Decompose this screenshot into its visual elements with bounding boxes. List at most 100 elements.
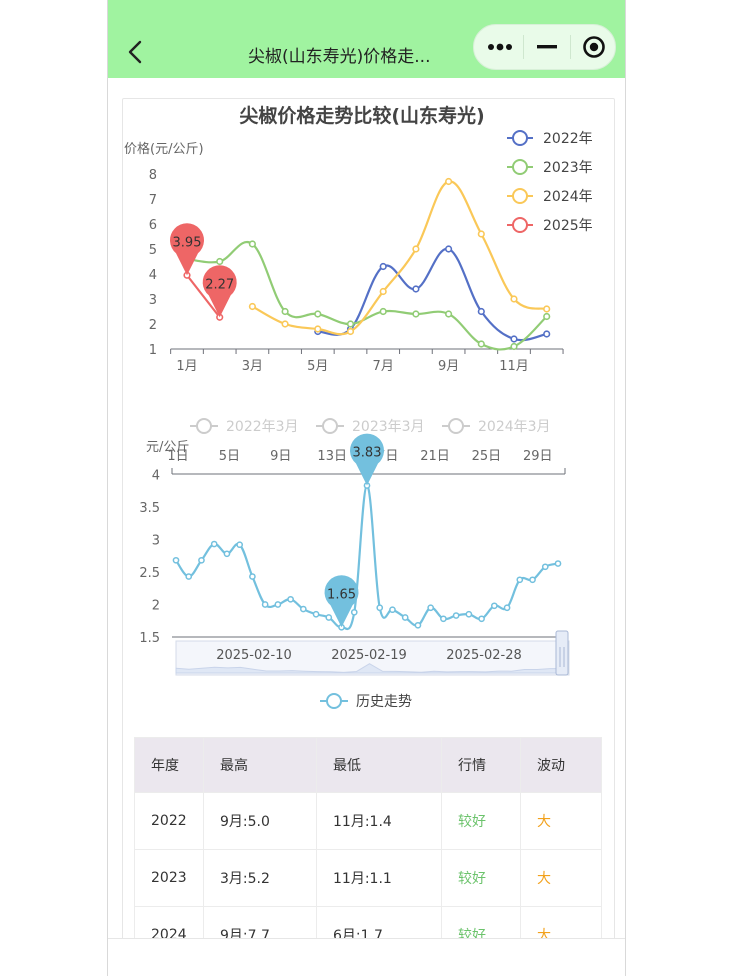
data-point — [543, 312, 551, 321]
x-tick-label: 9日 — [270, 449, 291, 464]
legend-item-disabled[interactable]: 2024年3月 — [442, 418, 551, 435]
x-tick-label: 25日 — [472, 449, 502, 464]
data-point — [314, 325, 322, 333]
data-point — [503, 604, 511, 612]
data-point — [223, 550, 231, 558]
data-point — [236, 541, 244, 549]
history-pin: 1.65 — [324, 575, 359, 628]
data-point — [445, 177, 453, 186]
x-tick-label: 1月 — [176, 359, 197, 374]
legend-label: 2022年3月 — [226, 419, 299, 435]
bottom-bar — [108, 938, 625, 976]
data-point — [172, 556, 180, 564]
legend-label: 2024年3月 — [478, 419, 551, 435]
data-point — [452, 612, 460, 619]
zoom-handle[interactable] — [555, 630, 569, 676]
legend-item-disabled[interactable]: 2022年3月 — [190, 418, 299, 435]
y-tick-label: 7 — [149, 193, 157, 208]
data-point — [312, 610, 320, 618]
data-point — [445, 245, 453, 253]
legend-item[interactable]: 2025年 — [507, 217, 593, 234]
data-point — [379, 262, 387, 271]
data-point — [248, 240, 256, 248]
y-tick-label: 2 — [152, 599, 160, 614]
data-point — [543, 305, 551, 313]
price-pin: 2.27 — [202, 265, 237, 318]
legend-label: 2022年 — [543, 131, 593, 147]
zoom-preview — [175, 663, 564, 674]
data-point — [412, 285, 420, 293]
cell-year: 2022 — [135, 793, 204, 849]
data-point — [350, 608, 358, 616]
data-point — [465, 610, 473, 618]
data-point — [543, 330, 551, 338]
x-tick-label: 7月 — [373, 359, 394, 374]
legend-item[interactable]: 2022年 — [507, 130, 593, 147]
data-point — [210, 540, 218, 548]
y-tick-label: 1 — [149, 343, 157, 358]
x-tick-label: 5月 — [307, 359, 328, 374]
data-point — [510, 295, 518, 303]
data-point — [477, 340, 485, 348]
data-point — [249, 573, 256, 580]
data-point — [325, 614, 333, 621]
phone-frame: 尖椒(山东寿光)价格走... 尖椒价格走势比较(山东寿光) 价格(元/公斤) 1… — [107, 0, 626, 976]
y-axis-label: 价格(元/公斤) — [124, 141, 204, 157]
table-header-market: 行情 — [442, 738, 521, 792]
x-tick-label: 1日 — [167, 449, 188, 464]
table-header-low: 最低 — [317, 738, 442, 792]
cell-market: 较好 — [442, 850, 521, 906]
y-tick-label: 6 — [149, 218, 157, 233]
table-row: 2022 9月:5.0 11月:1.4 较好 大 — [135, 792, 601, 849]
data-point — [414, 621, 422, 629]
data-point — [490, 602, 498, 610]
summary-table: 年度 最高 最低 行情 波动 2022 9月:5.0 11月:1.4 较好 大 … — [134, 737, 602, 964]
legend-item-disabled[interactable]: 2023年3月 — [316, 418, 425, 435]
zoom-date-label: 2025-02-19 — [331, 648, 407, 663]
data-point — [516, 576, 524, 584]
data-point — [346, 320, 355, 328]
data-point — [554, 560, 562, 567]
legend-label: 2023年3月 — [352, 419, 425, 435]
data-point — [510, 342, 518, 351]
series-line — [251, 180, 548, 336]
legend-label: 历史走势 — [356, 694, 412, 710]
y-tick-label: 2 — [149, 318, 157, 333]
data-point — [314, 310, 322, 318]
price-comparison-chart: 尖椒价格走势比较(山东寿光) 价格(元/公斤) 1 2 3 4 5 6 7 8 1月 3月 5月 7月… — [124, 104, 593, 374]
annotation-label: 1.65 — [327, 587, 356, 602]
data-point — [274, 601, 282, 608]
table-header-volatility: 波动 — [537, 758, 565, 774]
annotation-label: 2.27 — [205, 277, 234, 292]
data-point — [379, 307, 387, 316]
legend-item[interactable]: 2023年 — [507, 159, 593, 176]
legend-label: 2023年 — [543, 160, 593, 176]
data-point — [376, 604, 384, 612]
chart-title: 尖椒价格走势比较(山东寿光) — [239, 104, 484, 127]
data-point — [216, 257, 224, 266]
cell-high: 3月:5.2 — [204, 850, 317, 906]
cell-volatility: 大 — [537, 814, 551, 830]
back-icon[interactable] — [124, 38, 148, 66]
y-tick-label: 4 — [149, 268, 157, 283]
data-point — [198, 556, 205, 564]
data-point — [478, 615, 485, 623]
cell-low: 11月:1.4 — [317, 793, 442, 849]
cell-volatility: 大 — [537, 871, 551, 887]
target-icon[interactable] — [570, 25, 617, 69]
table-header-year: 年度 — [135, 738, 204, 792]
mini-program-capsule — [473, 24, 616, 70]
legend-item[interactable]: 2024年 — [507, 188, 593, 205]
y-tick-label: 1.5 — [139, 631, 160, 646]
data-point — [287, 595, 294, 603]
minus-icon[interactable] — [523, 25, 570, 69]
y-tick-label: 3.5 — [139, 501, 160, 516]
legend-item[interactable]: 历史走势 — [320, 693, 412, 710]
data-point — [477, 307, 485, 316]
x-tick-label: 11月 — [499, 359, 529, 374]
y-tick-label: 3 — [152, 534, 160, 549]
data-point — [281, 320, 289, 328]
y-axis-label: 元/公斤 — [146, 440, 189, 455]
more-dots-icon[interactable] — [476, 25, 523, 69]
data-point — [299, 605, 307, 613]
